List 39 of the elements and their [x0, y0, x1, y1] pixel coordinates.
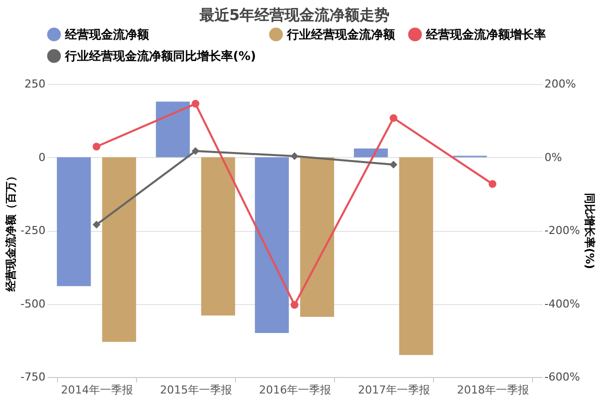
x-tick-label: 2014年一季报	[61, 384, 133, 396]
point	[390, 114, 398, 122]
legend-label: 经营现金流净额增长率	[425, 27, 546, 42]
point	[488, 180, 496, 188]
y2-axis-title: 同比增长率(%)	[582, 192, 596, 270]
chart-title: 最近5年经营现金流净额走势	[198, 6, 390, 24]
x-tick-label: 2018年一季报	[457, 384, 529, 396]
bar	[156, 102, 190, 158]
point	[192, 100, 200, 108]
y2-tick-label: -200%	[544, 224, 580, 237]
bar	[254, 157, 289, 334]
bar	[201, 157, 236, 316]
x-tick-label: 2016年一季报	[259, 384, 331, 396]
bar	[300, 157, 334, 317]
x-tick-label: 2017年一季报	[358, 384, 430, 396]
y2-tick-label: -600%	[544, 370, 580, 384]
bar	[354, 148, 388, 158]
bar	[399, 157, 434, 356]
y-tick-label: 250	[24, 78, 46, 90]
y-tick-label: -750	[20, 370, 46, 384]
legend-label: 行业经营现金流净额同比增长率(%)	[64, 49, 256, 63]
point	[290, 300, 298, 309]
y-tick-label: 0	[38, 150, 46, 164]
y-axis-title: 经营现金流净额（百万）	[4, 170, 18, 292]
legend-label: 行业经营现金流净额	[286, 27, 396, 42]
point	[192, 147, 200, 155]
point	[92, 220, 100, 229]
bar	[56, 157, 91, 286]
legend-label: 经营现金流净额	[64, 27, 150, 42]
point	[290, 152, 298, 160]
point	[390, 160, 398, 168]
bar	[102, 157, 136, 342]
y2-tick-label: 0%	[544, 150, 562, 164]
y2-tick-label: 200%	[544, 78, 576, 90]
y-tick-label: -250	[20, 224, 46, 237]
x-tick-label: 2015年一季报	[160, 384, 232, 396]
point	[92, 142, 100, 150]
y-tick-label: -500	[20, 297, 46, 310]
y2-tick-label: -400%	[544, 297, 580, 310]
